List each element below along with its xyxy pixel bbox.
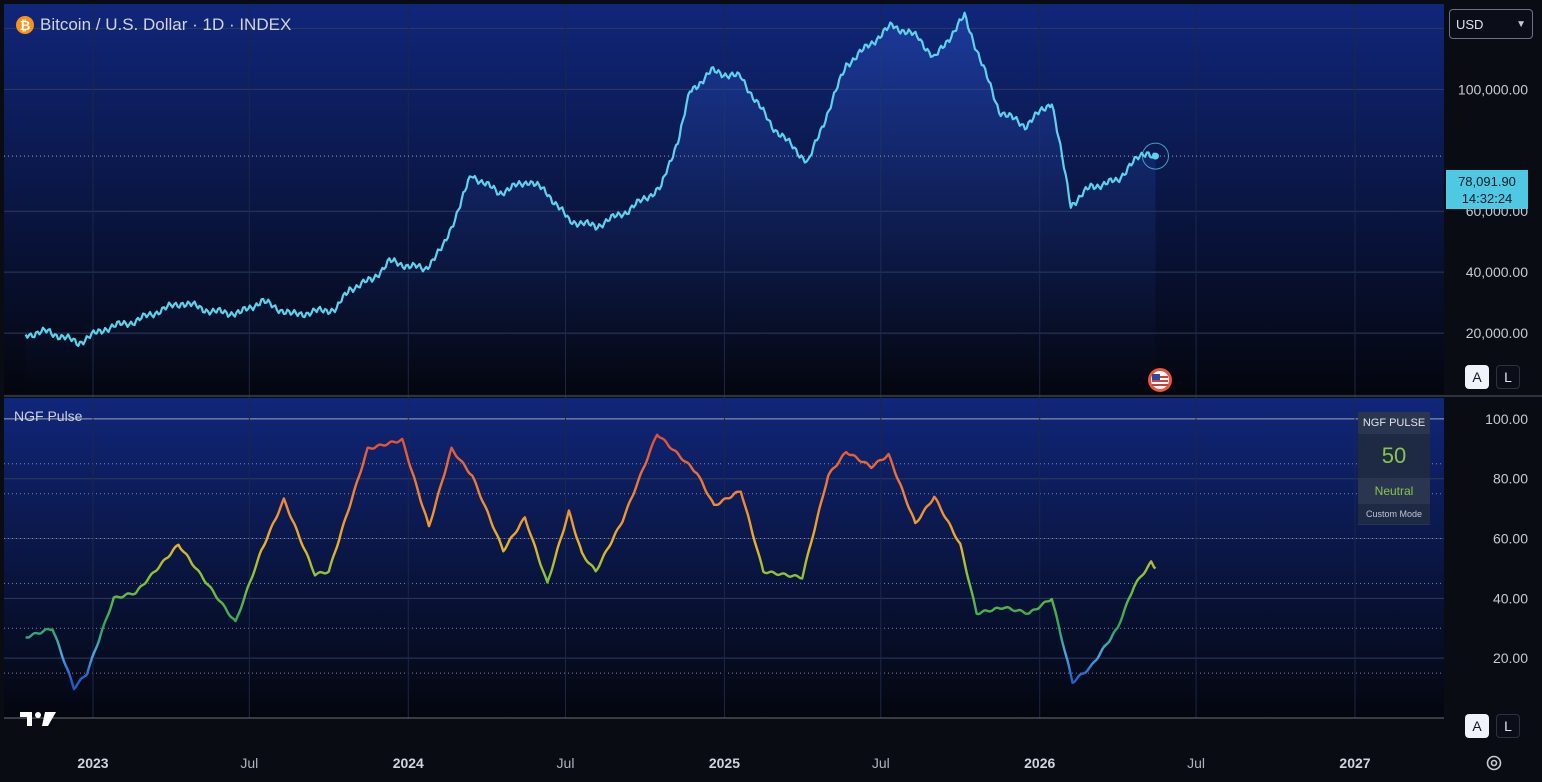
panel-title: NGF PULSE: [1362, 417, 1426, 429]
bitcoin-icon: ₿: [16, 16, 34, 34]
time-tick-label: 2026: [1024, 755, 1055, 771]
tradingview-logo-icon[interactable]: [18, 709, 58, 729]
chevron-down-icon: ▼: [1516, 18, 1526, 30]
pulse-tick-label: 100.00: [1485, 411, 1528, 427]
us-flag-event-icon[interactable]: [1146, 367, 1174, 393]
last-price-tag: 78,091.90 14:32:24: [1446, 170, 1528, 209]
time-tick-label: 2025: [709, 755, 740, 771]
last-point: [1151, 152, 1159, 160]
time-axis-ticks: 2023 Jul 2024 Jul 2025 Jul 2026 Jul 2027: [77, 755, 1370, 771]
pulse-series-line: [25, 433, 1157, 691]
price-area-fill: [25, 12, 1156, 394]
pulse-tick-label: 80.00: [1493, 471, 1528, 487]
currency-value: USD: [1456, 16, 1484, 32]
top-log-scale-button[interactable]: L: [1496, 365, 1520, 389]
indicator-label[interactable]: NGF Pulse: [14, 408, 83, 424]
time-tick-label: 2023: [77, 755, 108, 771]
symbol-header[interactable]: ₿ Bitcoin / U.S. Dollar · 1D · INDEX: [16, 13, 291, 37]
top-auto-scale-button[interactable]: A: [1465, 365, 1489, 389]
gear-icon[interactable]: [1484, 753, 1504, 773]
time-tick-label: Jul: [240, 755, 258, 771]
bar-countdown: 14:32:24: [1461, 190, 1513, 206]
panel-mode: Custom Mode: [1358, 504, 1430, 524]
time-tick-label: Jul: [872, 755, 890, 771]
time-tick-label: Jul: [557, 755, 575, 771]
time-tick-label: Jul: [1187, 755, 1205, 771]
bottom-auto-scale-button[interactable]: A: [1465, 714, 1489, 738]
pulse-tick-label: 60.00: [1493, 531, 1528, 547]
currency-select[interactable]: USD ▼: [1449, 9, 1533, 39]
last-price-value: 78,091.90: [1458, 173, 1516, 189]
bottom-log-scale-button[interactable]: L: [1496, 714, 1520, 738]
pulse-tick-label: 20.00: [1493, 650, 1528, 666]
pulse-info-panel: NGF PULSE 50 Neutral Custom Mode: [1358, 412, 1430, 525]
time-tick-label: 2027: [1339, 755, 1370, 771]
time-tick-label: 2024: [393, 755, 424, 771]
last-point-ring: [1141, 142, 1169, 170]
price-tick-label: 20,000.00: [1466, 325, 1528, 341]
panel-value: 50: [1358, 434, 1430, 478]
price-tick-label: 100,000.00: [1458, 81, 1528, 97]
symbol-title: Bitcoin / U.S. Dollar · 1D · INDEX: [40, 15, 292, 34]
price-tick-label: 40,000.00: [1466, 264, 1528, 280]
pulse-tick-label: 40.00: [1493, 590, 1528, 606]
pulse-axis-ticks: 100.00 80.00 60.00 40.00 20.00: [1485, 411, 1528, 666]
panel-state: Neutral: [1374, 484, 1414, 498]
price-series-line: [24, 11, 1157, 347]
